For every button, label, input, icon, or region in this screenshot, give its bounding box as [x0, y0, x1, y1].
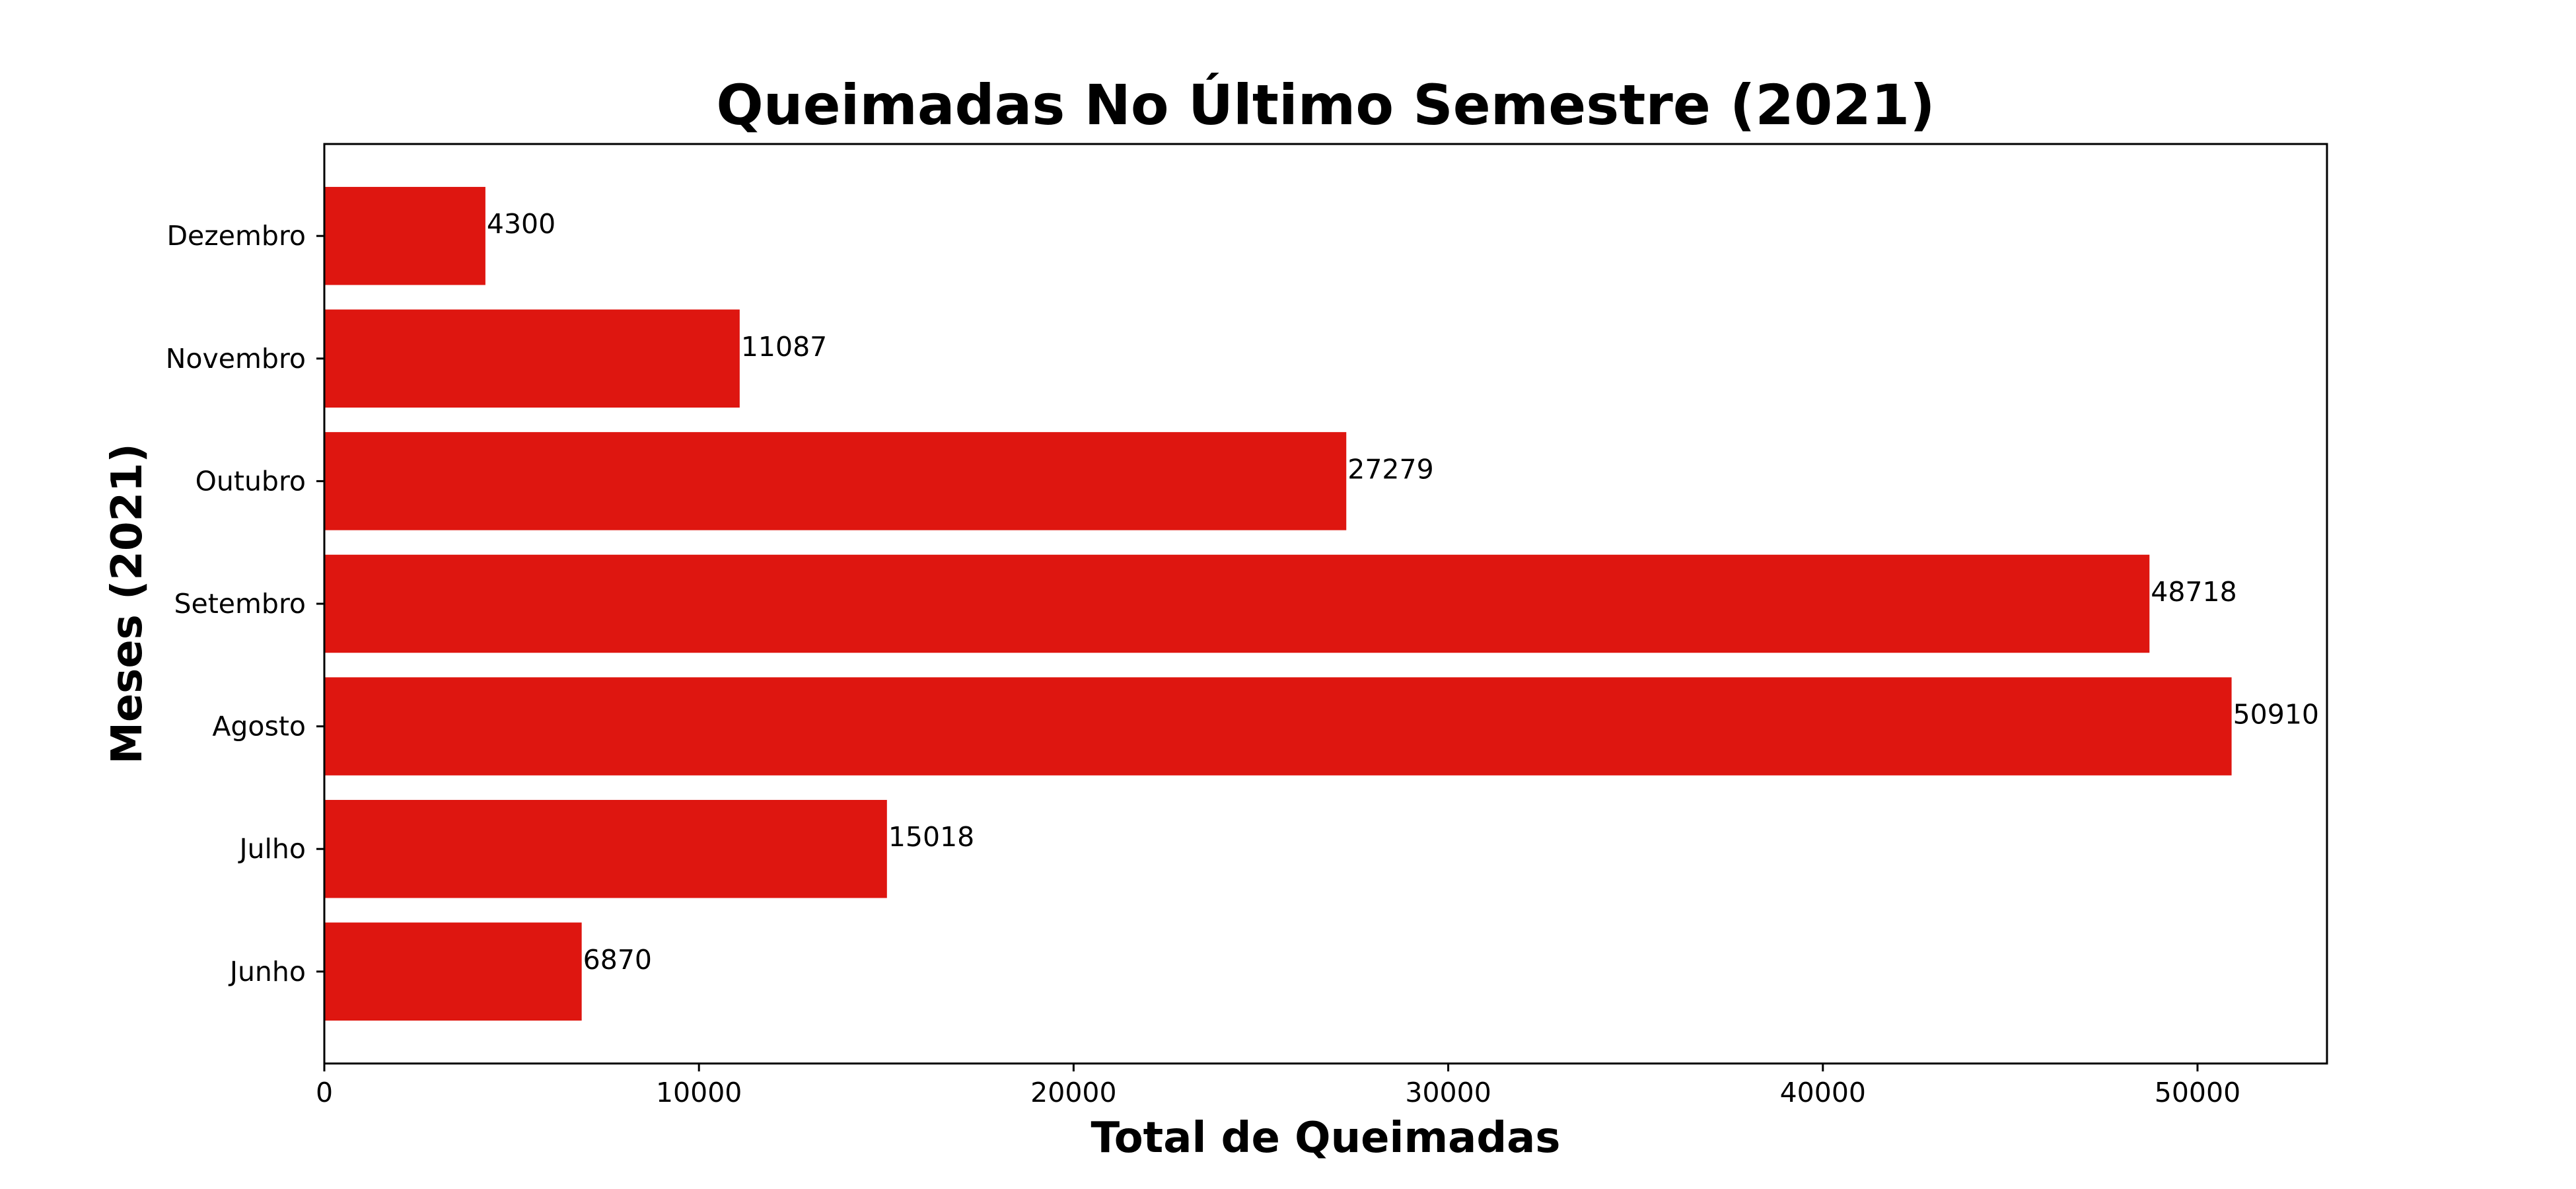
bar-dezembro: [324, 186, 485, 285]
data-label-novembro: 11087: [741, 331, 827, 363]
data-label-setembro: 48718: [2151, 576, 2236, 608]
y-tick-label-novembro: Novembro: [166, 343, 306, 375]
x-tick-label-50000: 50000: [2155, 1077, 2240, 1108]
y-tick-label-dezembro: Dezembro: [166, 220, 306, 252]
bar-agosto: [324, 677, 2232, 775]
y-tick-label-julho: Julho: [237, 833, 306, 865]
data-label-agosto: 50910: [2233, 699, 2319, 731]
y-tick-label-outubro: Outubro: [196, 465, 306, 497]
y-tick-label-setembro: Setembro: [174, 588, 306, 620]
plot-frame: [323, 143, 2328, 1065]
chart-title: Queimadas No Último Semestre (2021): [716, 73, 1935, 137]
x-tick-label-30000: 30000: [1405, 1077, 1491, 1108]
bar-novembro: [324, 309, 740, 408]
x-tick-label-10000: 10000: [656, 1077, 742, 1108]
y-tick-labels: Junho Julho Agosto Setembro Outubro Novembro D…: [166, 220, 324, 988]
x-tick-label-20000: 20000: [1030, 1077, 1116, 1108]
bar-junho: [324, 922, 582, 1021]
x-tick-label-0: 0: [316, 1077, 333, 1108]
data-label-junho: 6870: [583, 944, 652, 976]
y-tick-label-agosto: Agosto: [212, 711, 306, 742]
data-label-outubro: 27279: [1347, 453, 1433, 485]
bar-outubro: [324, 432, 1347, 530]
bar-setembro: [324, 554, 2150, 653]
bars-group: 6870 15018 50910 48718 27279 11087 4300: [324, 186, 2319, 1021]
bar-julho: [324, 799, 887, 898]
data-label-dezembro: 4300: [487, 208, 555, 240]
x-tick-label-40000: 40000: [1780, 1077, 1866, 1108]
y-axis-label: Meses (2021): [103, 443, 152, 764]
x-axis-label: Total de Queimadas: [1091, 1114, 1561, 1163]
data-label-julho: 15018: [888, 821, 974, 853]
y-tick-label-junho: Junho: [228, 956, 306, 988]
x-axis: 0 10000 20000 30000 40000 50000: [316, 1063, 2240, 1108]
